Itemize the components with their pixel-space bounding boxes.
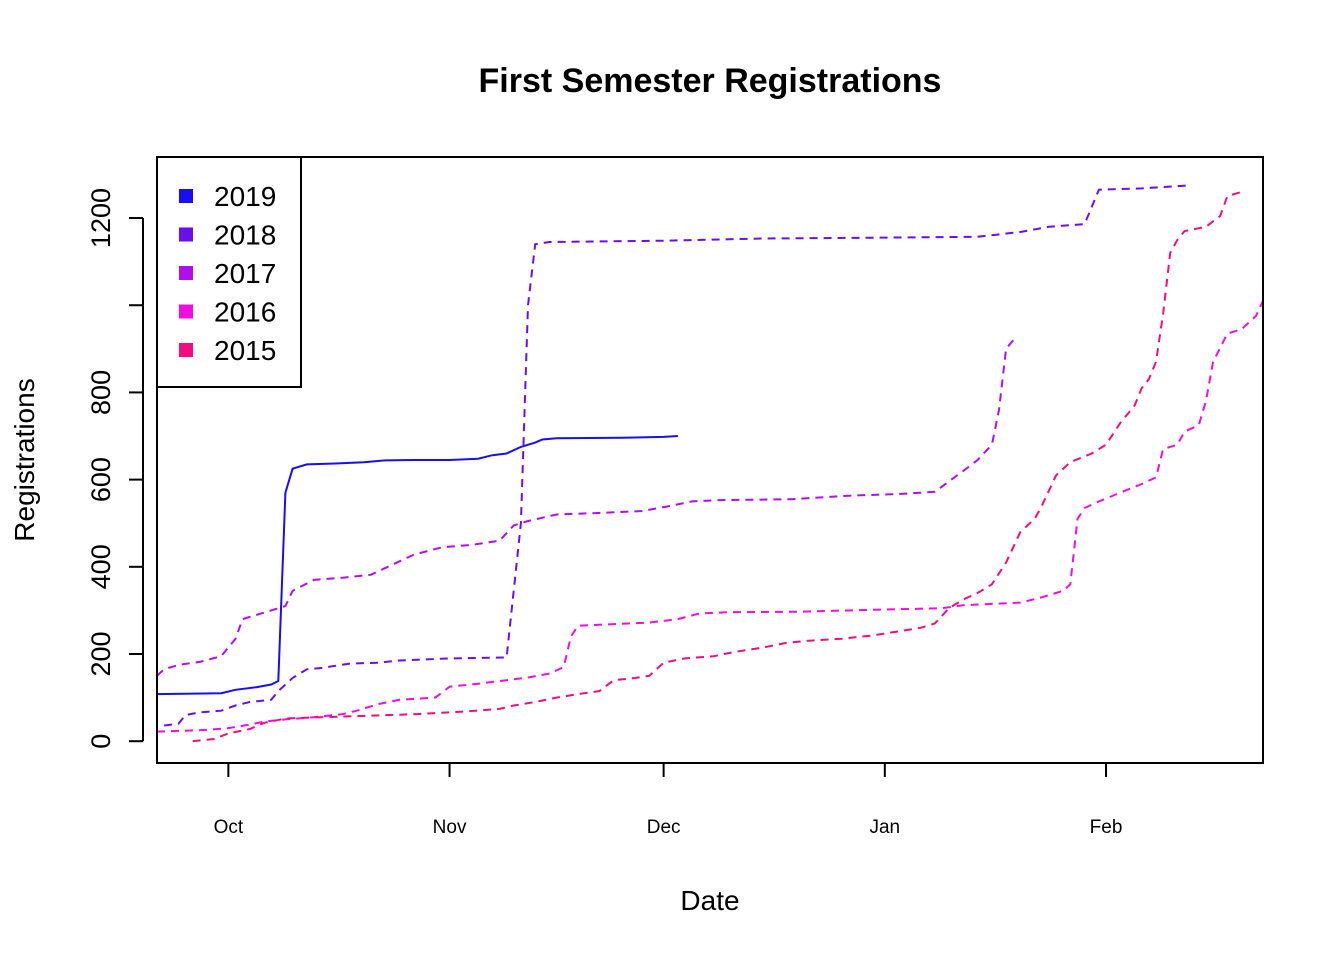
legend-label: 2018 — [214, 220, 276, 251]
legend-swatch-2015 — [179, 343, 193, 357]
y-tick-label: 400 — [86, 544, 116, 589]
plot-area — [156, 184, 1264, 743]
legend-swatch-2016 — [179, 304, 193, 319]
legend: 2019 2018 2017 2016 2015 — [156, 156, 302, 388]
legend-swatch-2017 — [179, 266, 193, 280]
series-line-2016 — [156, 300, 1264, 733]
x-tick-label: Feb — [1090, 817, 1123, 838]
legend-label: 2017 — [214, 258, 276, 289]
x-tick-label: Jan — [869, 817, 900, 838]
x-axis: Oct Nov Dec Jan Feb — [214, 763, 1123, 838]
series-line-2015 — [192, 190, 1242, 743]
series-line-2017 — [156, 339, 1015, 677]
legend-label: 2019 — [214, 181, 276, 212]
y-tick-label: 1200 — [86, 188, 116, 248]
x-tick-label: Nov — [433, 817, 467, 838]
legend-label: 2016 — [214, 297, 276, 328]
y-tick-label: 800 — [86, 370, 116, 415]
y-axis-label: Registrations — [9, 378, 40, 541]
x-axis-label: Date — [680, 885, 739, 916]
series-line-2019 — [156, 435, 678, 696]
chart-title: First Semester Registrations — [479, 62, 942, 100]
y-tick-label: 600 — [86, 457, 116, 502]
legend-swatch-2018 — [179, 227, 193, 242]
x-tick-label: Dec — [647, 817, 681, 838]
x-tick-label: Oct — [214, 817, 244, 838]
series-line-2018 — [163, 184, 1192, 727]
legend-swatch-2019 — [179, 189, 193, 203]
legend-label: 2015 — [214, 335, 276, 366]
y-tick-label: 200 — [86, 631, 116, 676]
plot-border — [156, 156, 1264, 764]
y-axis: 0 200 400 600 800 1200 — [86, 188, 144, 749]
y-tick-label: 0 — [86, 734, 116, 749]
